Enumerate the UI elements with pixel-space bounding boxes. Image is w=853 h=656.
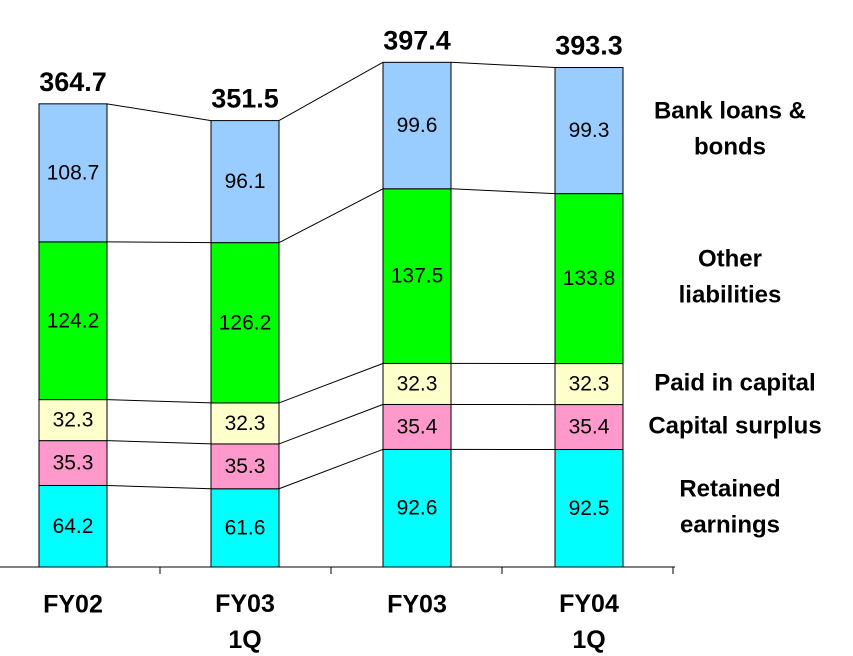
x-tick-label: FY03 (387, 591, 447, 619)
data-label: 35.3 (53, 452, 94, 475)
bar-segment (210, 120, 280, 244)
data-label: 137.5 (391, 265, 444, 288)
data-label: 126.2 (219, 311, 272, 334)
connector (106, 103, 212, 122)
bar-segment (554, 363, 624, 406)
legend-label: Paid in capital (654, 369, 815, 396)
data-label: 92.5 (569, 497, 610, 520)
x-tick-label: FY02 (43, 591, 103, 619)
data-label: 35.3 (225, 455, 266, 478)
data-label: 32.3 (53, 409, 94, 432)
bar-segment (38, 484, 108, 568)
connector (450, 188, 556, 195)
total-label: 397.4 (383, 25, 451, 55)
data-label: 99.3 (569, 119, 610, 142)
bar-segment (210, 242, 280, 404)
bar-segment (210, 402, 280, 445)
bar-segment (554, 404, 624, 451)
connector (106, 484, 212, 490)
bar-segment (382, 188, 452, 364)
total-label: 393.3 (555, 31, 623, 61)
connector (278, 403, 384, 445)
legend-label: Bank loans & bonds (654, 98, 806, 161)
data-label: 32.3 (569, 373, 610, 396)
bar-segment (382, 448, 452, 568)
total-label: 351.5 (211, 84, 279, 114)
x-tick-label: FY04 1Q (559, 590, 619, 654)
connector (278, 362, 384, 404)
bar-segment (554, 449, 624, 568)
data-label: 96.1 (225, 170, 266, 193)
bar-segment (382, 403, 452, 450)
bar-segment (554, 193, 624, 365)
data-label: 92.6 (397, 497, 438, 520)
connector (278, 188, 384, 244)
data-label: 35.4 (397, 415, 438, 438)
bar-segment (210, 443, 280, 490)
total-label: 364.7 (39, 67, 107, 97)
legend-label: Retained earnings (679, 476, 780, 539)
bar-segment (382, 61, 452, 190)
bar-segment (382, 362, 452, 405)
x-tick-label: FY03 1Q (215, 590, 275, 654)
data-label: 32.3 (397, 372, 438, 395)
data-label: 124.2 (47, 309, 100, 332)
data-label: 133.8 (563, 267, 616, 290)
connector (106, 399, 212, 404)
data-label: 61.6 (225, 516, 266, 539)
legend-label: Other liabilities (679, 246, 782, 309)
connector (106, 440, 212, 445)
connector (278, 448, 384, 490)
data-label: 99.6 (397, 114, 438, 137)
bar-segment (38, 103, 108, 243)
data-label: 32.3 (225, 412, 266, 435)
bar-segment (554, 67, 624, 195)
connector (450, 61, 556, 69)
connector (278, 61, 384, 122)
data-label: 35.4 (569, 416, 610, 439)
legend-label: Capital surplus (648, 412, 821, 439)
data-label: 108.7 (47, 161, 100, 184)
connector (106, 241, 212, 244)
bar-segment (38, 440, 108, 486)
data-label: 64.2 (53, 515, 94, 538)
